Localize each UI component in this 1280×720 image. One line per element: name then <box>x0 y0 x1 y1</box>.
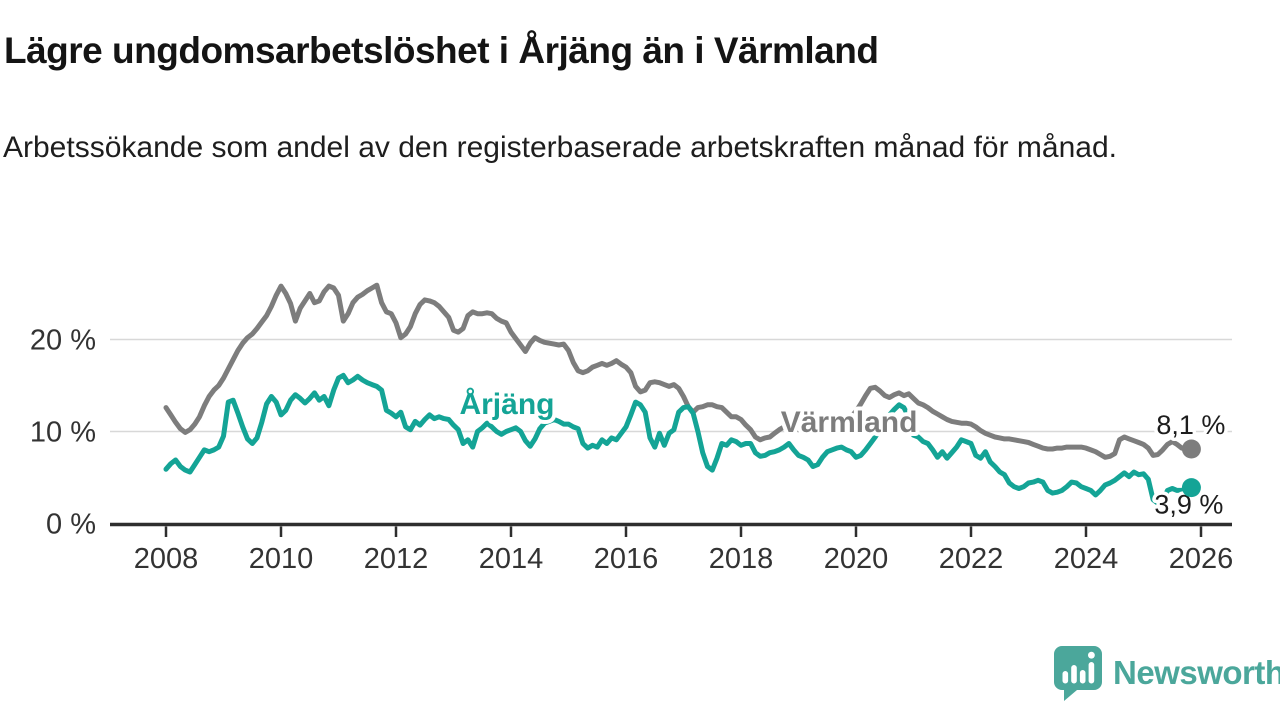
end-value-label-vrmland: 8,1 % <box>1156 410 1225 440</box>
end-dot-rjng <box>1181 478 1201 498</box>
y-tick-label: 10 % <box>30 417 96 449</box>
x-tick-label: 2010 <box>249 543 314 575</box>
series-label-vrmland: Värmland <box>781 406 918 439</box>
x-tick-label: 2024 <box>1054 543 1119 575</box>
x-tick-label: 2012 <box>364 543 429 575</box>
x-tick-label: 2008 <box>134 543 199 575</box>
series-line-vrmland <box>163 282 1194 460</box>
x-tick-label: 2026 <box>1169 543 1234 575</box>
series-line-rjng <box>163 372 1194 506</box>
newsworthy-logo-icon <box>1054 646 1102 701</box>
chart-subtitle: Arbetssökande som andel av den registerb… <box>3 131 1117 164</box>
x-tick-label: 2022 <box>939 543 1004 575</box>
x-tick-label: 2014 <box>479 543 544 575</box>
series-label-rjng: Årjäng <box>459 388 554 421</box>
end-dot-vrmland <box>1181 439 1201 459</box>
x-tick-label: 2018 <box>709 543 774 575</box>
brand-logo: Newsworthy <box>1052 644 1280 702</box>
x-tick-label: 2016 <box>594 543 659 575</box>
x-tick-label: 2020 <box>824 543 889 575</box>
y-tick-label: 20 % <box>30 325 96 357</box>
y-tick-label: 0 % <box>46 509 96 541</box>
brand-name: Newsworthy <box>1113 654 1280 691</box>
chart-title: Lägre ungdomsarbetslöshet i Årjäng än i … <box>4 30 879 71</box>
